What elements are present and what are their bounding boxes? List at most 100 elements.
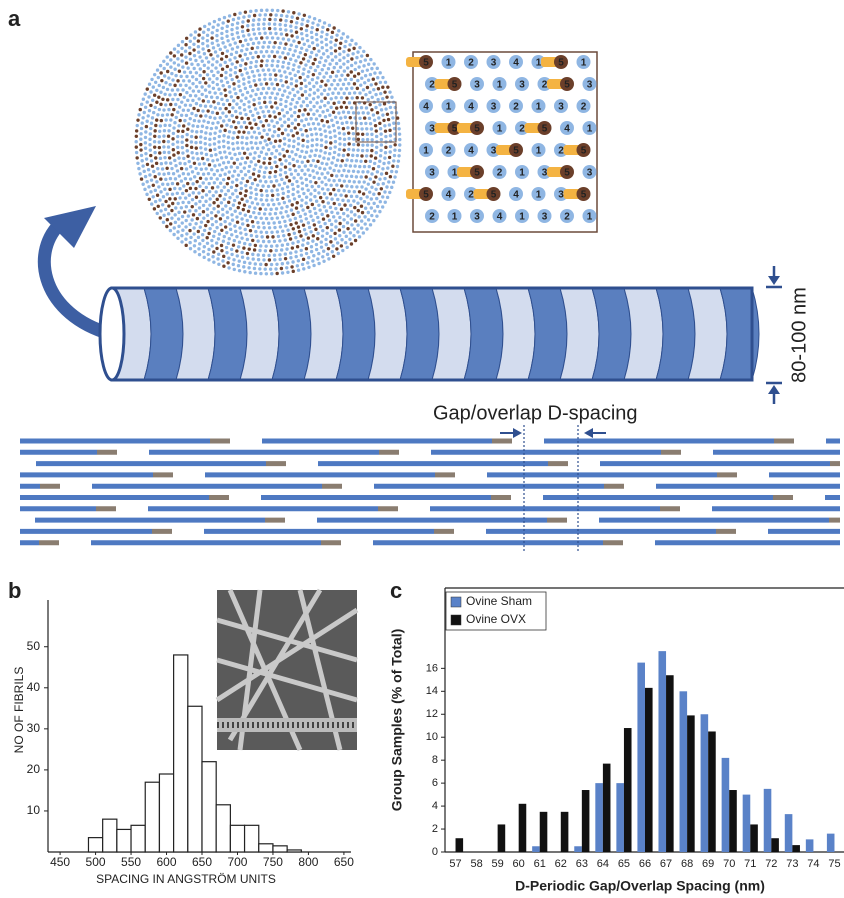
molecule-dot xyxy=(194,222,197,225)
molecule-dot xyxy=(224,76,227,79)
molecule-dot xyxy=(210,244,213,247)
molecule-dot xyxy=(281,262,284,265)
molecule-dot xyxy=(317,49,320,52)
molecule-dot xyxy=(270,119,273,122)
molecule-dot xyxy=(259,141,262,144)
molecule-dot xyxy=(324,59,327,62)
molecule-dot xyxy=(270,263,273,266)
molecule-dot xyxy=(253,178,256,181)
molecule-dot xyxy=(262,258,265,261)
molecule-dot xyxy=(322,64,325,67)
molecule-dot xyxy=(284,100,287,103)
molecule-label: 5 xyxy=(581,190,587,201)
molecule-label: 3 xyxy=(474,80,480,91)
molecule-dot xyxy=(313,127,316,130)
molecule-dot xyxy=(234,66,237,69)
molecule-dot xyxy=(340,184,343,187)
molecule-dot xyxy=(283,120,286,123)
molecule-dot xyxy=(212,260,215,263)
x-tick-label: 750 xyxy=(263,855,283,869)
molecule-dot xyxy=(268,18,271,21)
molecule-dot xyxy=(224,225,227,228)
molecule-dot xyxy=(308,45,311,48)
molecule-dot xyxy=(257,160,260,163)
molecule-dot xyxy=(352,148,355,151)
figure: a b c 5123415125313253414321323551254112… xyxy=(0,0,844,898)
molecule-dot xyxy=(386,196,389,199)
molecule-dot xyxy=(231,114,234,117)
molecule-dot xyxy=(159,103,162,106)
molecule-dot xyxy=(223,150,226,153)
molecule-dot xyxy=(219,63,222,66)
molecule-dot xyxy=(306,145,309,148)
molecule-dot xyxy=(269,141,272,144)
molecule-dot xyxy=(138,172,141,175)
molecule-dot xyxy=(375,197,378,200)
x-tick-label: 67 xyxy=(660,858,672,870)
molecule-dot xyxy=(297,55,300,58)
molecule-dot xyxy=(326,253,329,256)
molecule-dot xyxy=(176,140,179,143)
molecule-dot xyxy=(186,155,189,158)
molecule-dot xyxy=(162,134,165,137)
molecule-dot xyxy=(248,176,251,179)
molecule-dot xyxy=(388,90,391,93)
molecule-dot xyxy=(365,227,368,230)
molecule-dot xyxy=(265,198,268,201)
molecule-dot xyxy=(148,173,151,176)
molecule-dot xyxy=(274,212,277,215)
molecule-dot xyxy=(236,166,239,169)
molecule-dot xyxy=(239,64,242,67)
molecule-dot xyxy=(222,139,225,142)
molecule-label: 3 xyxy=(474,212,480,223)
molecule-dot xyxy=(235,178,238,181)
molecule-dot xyxy=(253,151,256,154)
molecule-dot xyxy=(189,40,192,43)
molecule-dot xyxy=(356,87,359,90)
molecule-label: 4 xyxy=(513,190,519,201)
molecule-dot xyxy=(257,23,260,26)
molecule-dot xyxy=(256,147,259,150)
molecule-dot xyxy=(237,36,240,39)
molecule-dot xyxy=(372,192,375,195)
molecule-dot xyxy=(164,81,167,84)
molecule-dot xyxy=(168,156,171,159)
molecule-dot xyxy=(244,113,247,116)
molecule-dot xyxy=(301,187,304,190)
molecule-dot xyxy=(261,110,264,113)
molecule-dot xyxy=(185,244,188,247)
molecule-dot xyxy=(327,178,330,181)
molecule-dot xyxy=(320,144,323,147)
histogram-bar xyxy=(88,838,102,852)
molecule-dot xyxy=(331,31,334,34)
molecule-dot xyxy=(247,80,250,83)
molecule-dot xyxy=(278,183,281,186)
molecule-dot xyxy=(305,252,308,255)
bar xyxy=(729,790,737,852)
molecule-dot xyxy=(226,182,229,185)
molecule-dot xyxy=(292,176,295,179)
molecule-dot xyxy=(370,214,373,217)
molecule-dot xyxy=(191,82,194,85)
molecule-dot xyxy=(158,135,161,138)
molecule-dot xyxy=(365,195,368,198)
molecule-dot xyxy=(207,84,210,87)
molecule-dot xyxy=(173,187,176,190)
molecule-dot xyxy=(305,217,308,220)
molecule-dot xyxy=(212,201,215,204)
molecule-dot xyxy=(296,245,299,248)
molecule-dot xyxy=(319,196,322,199)
molecule-dot xyxy=(159,91,162,94)
molecule-dot xyxy=(252,28,255,31)
molecule-dot xyxy=(146,100,149,103)
molecule-dot xyxy=(174,197,177,200)
molecule-dot xyxy=(196,125,199,128)
molecule-label: 1 xyxy=(519,168,525,179)
molecule-dot xyxy=(230,125,233,128)
molecule-dot xyxy=(242,82,245,85)
molecule-dot xyxy=(251,220,254,223)
molecule-dot xyxy=(246,257,249,260)
arrow-tip xyxy=(768,385,780,394)
molecule-dot xyxy=(286,66,289,69)
molecule-dot xyxy=(147,95,150,98)
